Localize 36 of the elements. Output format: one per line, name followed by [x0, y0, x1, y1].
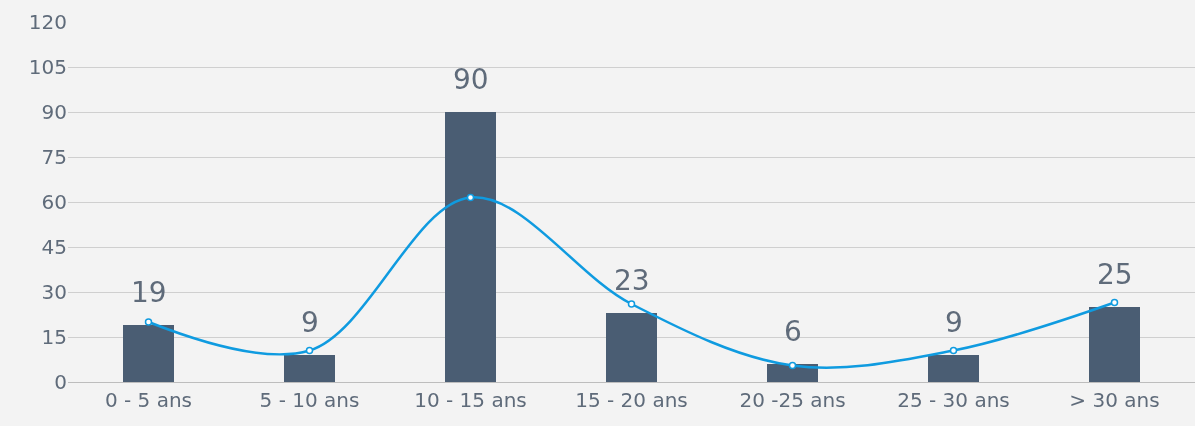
bar: [445, 112, 496, 382]
bar: [284, 355, 335, 382]
data-label: 90: [453, 63, 489, 96]
y-tick-label: 90: [41, 100, 67, 124]
x-tick-label: > 30 ans: [1069, 388, 1160, 412]
y-tick-label: 75: [41, 145, 67, 169]
y-tick-label: 105: [28, 55, 67, 79]
y-tick-label: 0: [54, 370, 67, 394]
y-tick-label: 60: [41, 190, 67, 214]
x-tick-label: 10 - 15 ans: [414, 388, 527, 412]
data-label: 9: [301, 306, 319, 339]
data-label: 19: [131, 276, 167, 309]
x-tick-label: 15 - 20 ans: [575, 388, 688, 412]
point: [1110, 298, 1119, 307]
point: [144, 318, 153, 326]
x-tick-label: 5 - 10 ans: [259, 388, 360, 412]
point: [466, 193, 475, 202]
point: [949, 346, 958, 355]
bar: [1089, 307, 1140, 382]
point: [788, 361, 797, 370]
data-label: 25: [1097, 258, 1133, 291]
x-tick-label: 25 - 30 ans: [897, 388, 1010, 412]
bar: [123, 325, 174, 382]
point: [627, 300, 636, 308]
bar: [928, 355, 979, 382]
data-label: 23: [614, 264, 650, 297]
y-tick-label: 45: [41, 235, 67, 259]
x-tick-label: 0 - 5 ans: [104, 388, 193, 412]
point: [305, 346, 314, 355]
data-label: 6: [784, 315, 802, 348]
x-tick-label: 20 -25 ans: [739, 388, 846, 412]
y-tick-label: 30: [41, 280, 67, 304]
bar: [606, 313, 657, 382]
y-tick-label: 120: [28, 10, 67, 34]
y-tick-label: 15: [41, 325, 67, 349]
data-label: 9: [945, 306, 963, 339]
